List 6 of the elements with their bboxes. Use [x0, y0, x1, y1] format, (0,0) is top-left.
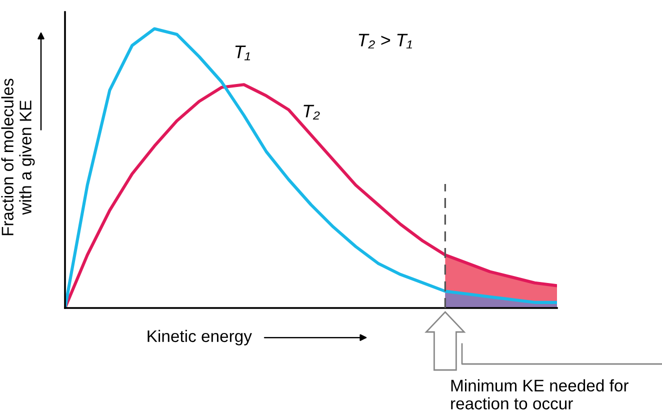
- annotation: T₂: [304, 104, 320, 120]
- text: Minimum KE needed for reaction to occur: [451, 379, 629, 410]
- annotation: T₁: [235, 46, 250, 60]
- x-axis-title: Kinetic energy: [148, 330, 252, 346]
- y-axis-title: Fraction of molecules with a given KE: [1, 78, 35, 236]
- annotation: T₂ > T₁: [358, 34, 412, 48]
